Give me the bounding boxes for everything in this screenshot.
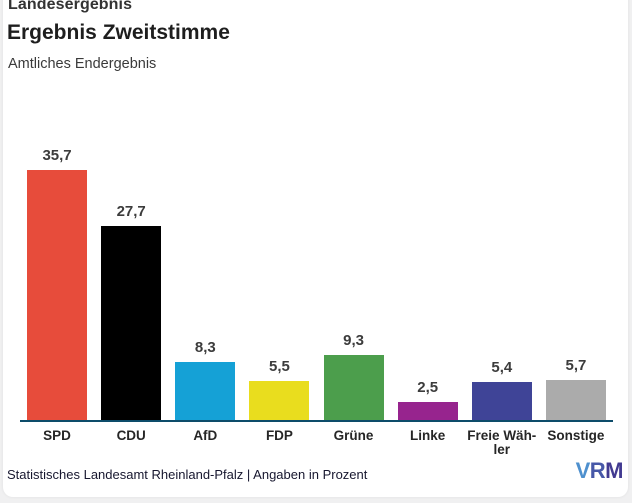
bar-slot-FDP: 5,5: [242, 128, 316, 420]
bar-chart-plot-area: 35,7 27,7 8,3 5,5 9,3 2,5 5,4 5,7: [20, 128, 613, 420]
x-axis-label-Linke: Linke: [410, 428, 446, 443]
bar-slot-Grüne: 9,3: [317, 128, 391, 420]
source-attribution: Statistisches Landesamt Rheinland-Pfalz …: [7, 467, 368, 482]
x-axis-label-CDU: CDU: [116, 428, 146, 443]
x-axis-label-Grüne: Grüne: [333, 428, 374, 443]
bar-SPD: [27, 170, 88, 420]
bar-value-label-FDP: 5,5: [269, 358, 290, 375]
bar-value-label-AfD: 8,3: [194, 339, 216, 356]
x-axis-label-FDP: FDP: [265, 428, 293, 443]
x-axis-baseline: [20, 420, 613, 422]
bar-slot-AfD: 8,3: [168, 128, 242, 420]
bar-value-label-Sonstige: 5,7: [565, 357, 587, 374]
bar-slot-CDU: 27,7: [94, 128, 168, 420]
x-axis-labels-row: SPD CDU AfD FDP Grüne Linke Freie Wäh- ler Sons…: [20, 428, 613, 459]
bar-value-label-SPD: 35,7: [42, 147, 72, 164]
vrm-logo-letter: V: [575, 458, 591, 483]
bar-Sonstige: [545, 380, 606, 420]
x-axis-label-AfD: AfD: [193, 428, 218, 443]
bar-Grüne: [323, 355, 384, 420]
vrm-logo: VRM: [575, 458, 624, 484]
vrm-logo-letter: M: [605, 458, 623, 483]
bar-value-label-CDU: 27,7: [116, 203, 146, 220]
bar-value-label-Grüne: 9,3: [343, 332, 364, 349]
bar-value-label-Linke: 2,5: [417, 379, 439, 396]
x-axis-label-Sonstige: Sonstige: [547, 428, 605, 443]
chart-subtitle: Amtliches Endergebnis: [8, 56, 157, 72]
bar-AfD: [175, 362, 236, 420]
bar-slot-Linke: 2,5: [391, 128, 465, 420]
bar-FDP: [249, 381, 310, 420]
bar-slot-Sonstige: 5,7: [539, 128, 613, 420]
chart-title: Ergebnis Zweitstimme: [7, 21, 230, 44]
bar-slot-SPD: 35,7: [20, 128, 94, 420]
bar-Freie Wähler: [471, 382, 532, 420]
x-axis-label-Freie Wähler: Freie Wäh- ler: [467, 428, 537, 458]
bar-CDU: [101, 226, 162, 420]
x-axis-label-SPD: SPD: [43, 428, 71, 443]
chart-kicker: Landesergebnis: [8, 0, 133, 13]
vrm-logo-letter: R: [589, 458, 606, 483]
bar-Linke: [397, 402, 458, 420]
bar-value-label-Freie Wähler: 5,4: [491, 359, 513, 376]
bar-slot-Freie Wähler: 5,4: [465, 128, 539, 420]
